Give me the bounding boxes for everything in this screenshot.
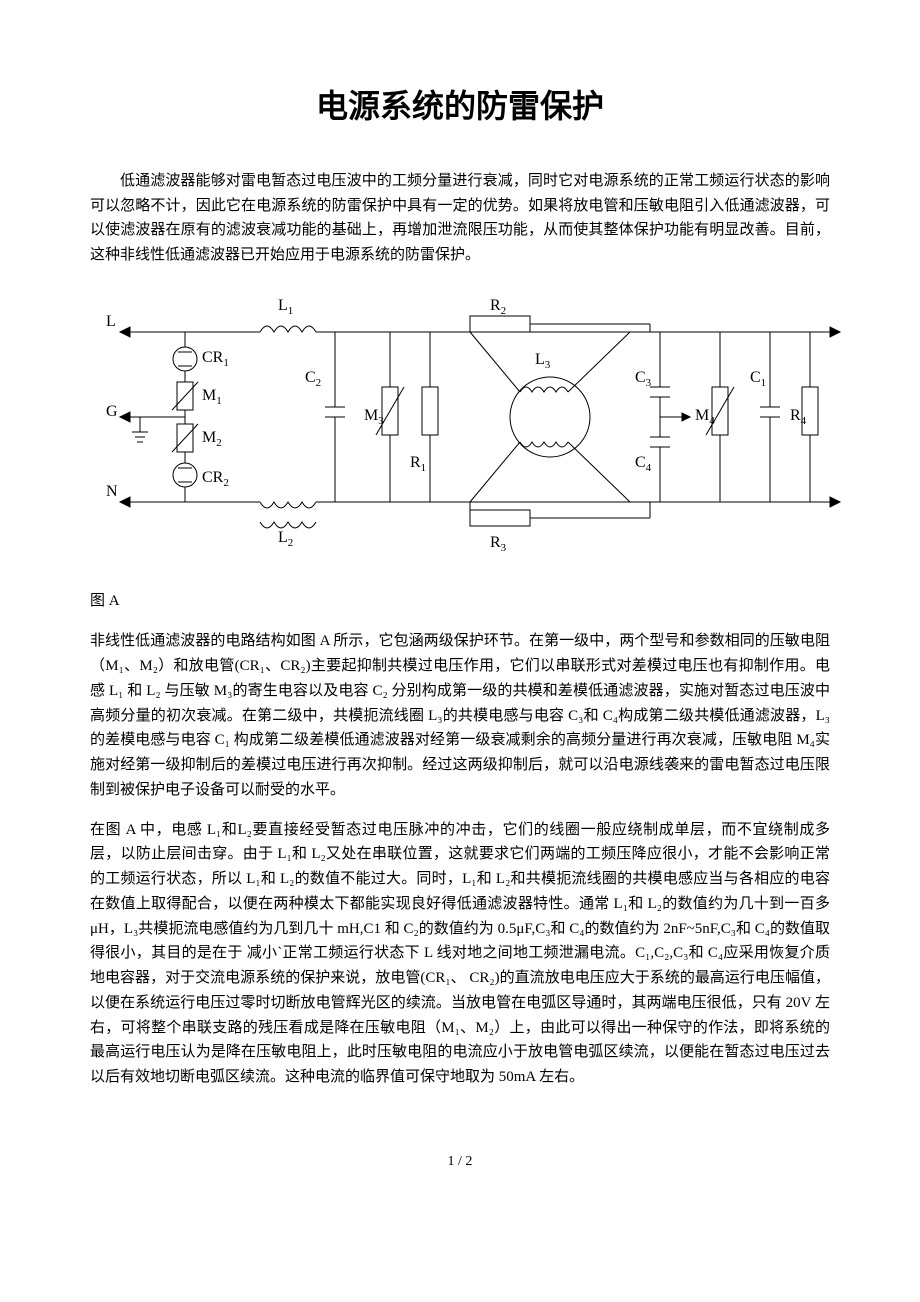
terminal-l-label: L bbox=[106, 313, 116, 330]
r2-label: R2 bbox=[490, 297, 506, 317]
r3-label: R3 bbox=[490, 534, 507, 554]
figure-caption: 图 A bbox=[90, 589, 830, 614]
r4-label: R4 bbox=[790, 407, 807, 427]
circuit-diagram: L G N L1 L2 L3 CR1 CR2 M1 M2 C2 M3 R1 R2… bbox=[90, 292, 830, 581]
page-title: 电源系统的防雷保护 bbox=[90, 80, 830, 133]
l3-label: L3 bbox=[535, 351, 551, 371]
m2-label: M2 bbox=[202, 429, 222, 449]
intro-paragraph: 低通滤波器能够对雷电暂态过电压波中的工频分量进行衰减，同时它对电源系统的正常工频… bbox=[90, 169, 830, 268]
terminal-g-label: G bbox=[106, 403, 118, 420]
page-number: 1 / 2 bbox=[90, 1150, 830, 1173]
c1-label: C1 bbox=[750, 369, 766, 389]
l1-label: L1 bbox=[278, 297, 293, 317]
cr2-label: CR2 bbox=[202, 469, 229, 489]
c4-label: C4 bbox=[635, 454, 652, 474]
body-paragraph-1: 非线性低通滤波器的电路结构如图 A 所示，它包涵两级保护环节。在第一级中，两个型… bbox=[90, 629, 830, 802]
cr1-label: CR1 bbox=[202, 349, 229, 369]
terminal-n-label: N bbox=[106, 483, 118, 500]
r1-label: R1 bbox=[410, 454, 426, 474]
l2-label: L2 bbox=[278, 529, 293, 549]
c3-label: C3 bbox=[635, 369, 652, 389]
m1-label: M1 bbox=[202, 387, 222, 407]
m3-label: M3 bbox=[364, 407, 384, 427]
body-paragraph-2: 在图 A 中，电感 L₁和L₂要直接经受暂态过电压脉冲的冲击，它们的线圈一般应绕… bbox=[90, 818, 830, 1090]
c2-label: C2 bbox=[305, 369, 321, 389]
